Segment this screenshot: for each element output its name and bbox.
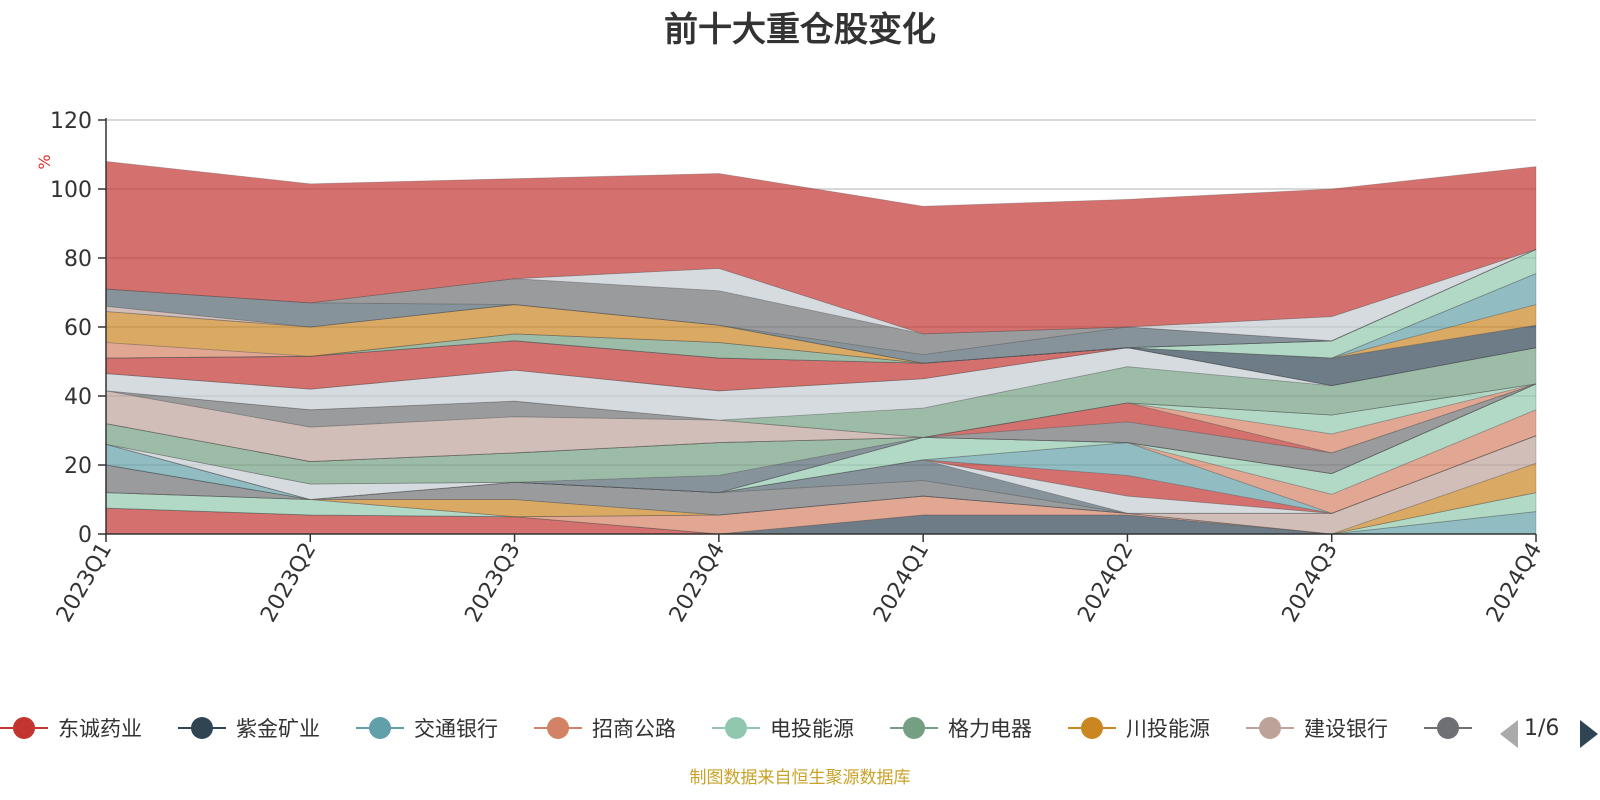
area-band [105, 507, 1537, 535]
legend-item[interactable]: 建设银行 [1246, 708, 1388, 748]
y-tick-labels: 0 20 40 60 80 100 120 [50, 109, 106, 548]
legend-label: 交通银行 [414, 717, 498, 741]
area-band [105, 507, 1536, 535]
x-tick-label: 2023Q1 [52, 539, 117, 627]
area-band [105, 492, 1537, 535]
area-band [105, 248, 1537, 364]
area-band [105, 462, 1537, 535]
legend: 东诚药业 紫金矿业 交通银行 招商公路 电投能源 格力电器 川投能源 建设银行 [0, 708, 1500, 748]
legend-swatch-icon [178, 714, 226, 742]
x-tick-label: 2024Q1 [869, 539, 934, 627]
legend-next-page-icon[interactable] [1580, 720, 1598, 748]
legend-item[interactable] [1424, 708, 1482, 748]
legend-swatch-icon [1246, 714, 1294, 742]
area-series [105, 160, 1537, 535]
y-tick-label: 100 [50, 178, 92, 203]
x-tick-label: 2023Q3 [460, 539, 525, 627]
x-tick-label: 2024Q2 [1073, 539, 1138, 627]
area-band [105, 324, 1537, 387]
legend-prev-page-icon[interactable] [1500, 720, 1518, 748]
chart-title: 前十大重仓股变化 [664, 10, 936, 50]
legend-swatch-icon [712, 714, 760, 742]
legend-label: 东诚药业 [58, 717, 142, 741]
legend-swatch-icon [0, 714, 48, 742]
y-tick-label: 0 [78, 523, 92, 548]
legend-pager: 1/6 [1500, 716, 1600, 750]
legend-item[interactable]: 交通银行 [356, 708, 498, 748]
area-band [105, 160, 1537, 335]
x-tick-label: 2023Q4 [665, 539, 730, 627]
legend-item[interactable]: 电投能源 [712, 708, 854, 748]
y-axis-unit-label: % [35, 154, 54, 169]
y-tick-label: 60 [64, 316, 92, 341]
area-band [105, 272, 1537, 364]
x-tick-label: 2024Q4 [1482, 539, 1547, 627]
legend-label: 川投能源 [1126, 717, 1210, 741]
legend-item[interactable]: 川投能源 [1068, 708, 1210, 748]
area-band [105, 304, 1537, 364]
y-tick-label: 120 [50, 109, 92, 134]
x-tick-labels: 2023Q1 2023Q2 2023Q3 2023Q4 2024Q1 2024Q2 2024… [52, 534, 1547, 627]
legend-item[interactable]: 紫金矿业 [178, 708, 320, 748]
legend-label: 招商公路 [592, 717, 676, 741]
y-tick-label: 80 [64, 247, 92, 272]
legend-label: 格力电器 [948, 717, 1032, 741]
x-tick-label: 2023Q2 [256, 539, 321, 627]
x-tick-label: 2024Q3 [1278, 539, 1343, 627]
legend-swatch-icon [356, 714, 404, 742]
legend-label: 紫金矿业 [236, 717, 320, 741]
legend-label: 建设银行 [1304, 717, 1388, 741]
legend-swatch-icon [890, 714, 938, 742]
legend-swatch-icon [1068, 714, 1116, 742]
legend-item[interactable]: 格力电器 [890, 708, 1032, 748]
area-band [105, 435, 1537, 535]
legend-page-indicator: 1/6 [1524, 716, 1560, 741]
data-source-note: 制图数据来自恒生聚源数据库 [689, 768, 911, 788]
legend-swatch-icon [1424, 714, 1472, 742]
y-tick-label: 40 [64, 385, 92, 410]
legend-label: 电投能源 [770, 717, 854, 741]
legend-item[interactable]: 招商公路 [534, 708, 676, 748]
legend-item[interactable]: 东诚药业 [0, 708, 142, 748]
y-tick-label: 20 [64, 454, 92, 479]
legend-swatch-icon [534, 714, 582, 742]
